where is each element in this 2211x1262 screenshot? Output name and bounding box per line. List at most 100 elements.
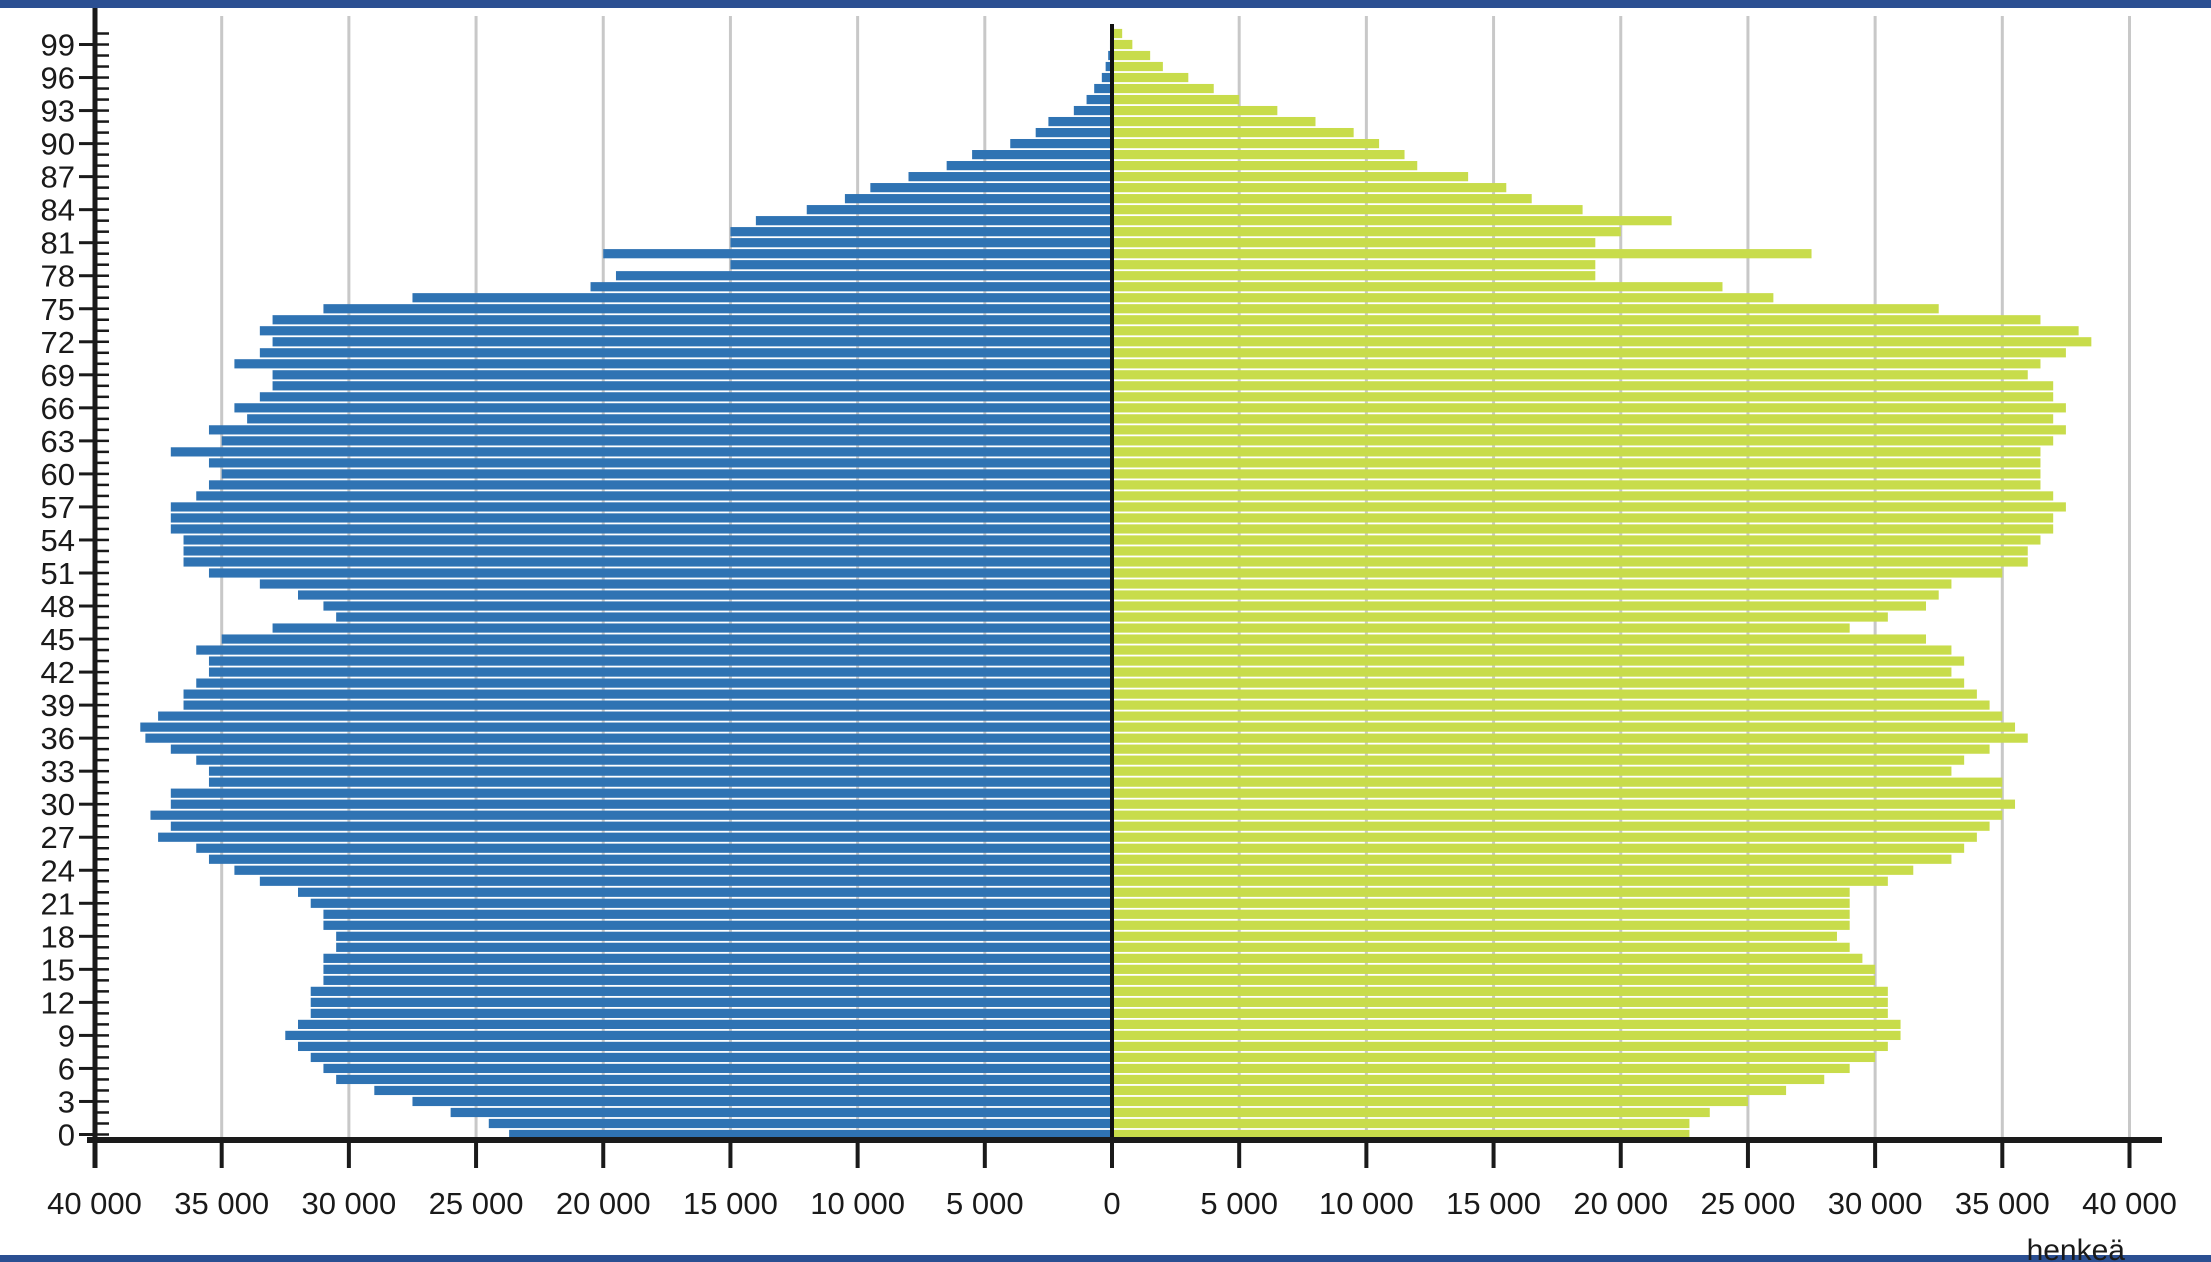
bar-right-age-87 (1112, 172, 1469, 182)
bar-left-age-60 (221, 469, 1112, 479)
bar-right-age-24 (1112, 865, 1914, 875)
bar-left-age-93 (1073, 105, 1112, 116)
x-tick-label: 35 000 (174, 1186, 269, 1221)
bar-left-age-66 (234, 403, 1112, 413)
y-tick-label: 90 (41, 127, 75, 162)
bar-left-age-50 (259, 579, 1112, 589)
bar-left-age-9 (285, 1030, 1112, 1041)
bar-left-age-86 (870, 183, 1112, 193)
bar-left-age-81 (730, 238, 1112, 248)
bar-right-age-73 (1112, 326, 2079, 336)
bar-left-age-2 (450, 1107, 1112, 1118)
bar-left-age-38 (158, 711, 1112, 721)
bar-left-age-69 (272, 370, 1112, 380)
bar-right-age-35 (1112, 744, 1990, 754)
bar-left-age-18 (336, 931, 1112, 941)
bar-left-age-95 (1094, 83, 1112, 94)
x-tick-label: 10 000 (1319, 1186, 1414, 1221)
bar-left-age-44 (196, 645, 1112, 655)
bar-left-age-48 (323, 601, 1112, 611)
bar-right-age-31 (1112, 788, 2003, 798)
x-tick-label: 5 000 (1200, 1186, 1278, 1221)
bar-left-age-90 (1010, 138, 1112, 149)
bar-left-age-80 (603, 249, 1112, 259)
bar-left-age-61 (208, 458, 1112, 468)
y-tick-label: 60 (41, 457, 75, 492)
bar-left-age-12 (310, 997, 1112, 1007)
bar-right-age-1 (1112, 1118, 1690, 1129)
bar-left-age-46 (272, 623, 1112, 633)
bar-right-age-25 (1112, 854, 1952, 864)
bar-right-age-77 (1112, 282, 1723, 292)
y-tick-label: 18 (41, 919, 75, 954)
bar-right-age-59 (1112, 480, 2041, 490)
x-tick-label: 40 000 (2082, 1186, 2177, 1221)
y-tick-label: 24 (41, 853, 75, 888)
bar-left-age-92 (1048, 116, 1112, 127)
bar-right-age-55 (1112, 524, 2054, 534)
bar-right-age-29 (1112, 810, 2003, 820)
bar-right-age-4 (1112, 1085, 1787, 1096)
bar-right-age-17 (1112, 942, 1850, 952)
bar-left-age-79 (730, 260, 1112, 270)
bar-left-age-97 (1105, 61, 1112, 72)
bar-right-age-58 (1112, 491, 2054, 501)
bar-right-age-42 (1112, 667, 1952, 677)
bar-right-age-90 (1112, 138, 1380, 149)
bar-left-age-32 (208, 777, 1112, 787)
bar-left-age-57 (170, 502, 1112, 512)
bar-right-age-85 (1112, 194, 1532, 204)
x-tick-label: 35 000 (1955, 1186, 2050, 1221)
bar-left-age-70 (234, 359, 1112, 369)
bar-right-age-75 (1112, 304, 1939, 314)
y-tick-label: 42 (41, 655, 75, 690)
bar-left-age-87 (908, 172, 1112, 182)
bar-left-age-78 (615, 271, 1112, 281)
x-unit-label: henkeä (2027, 1234, 2126, 1262)
bar-left-age-73 (259, 326, 1112, 336)
x-tick-label: 15 000 (1446, 1186, 1541, 1221)
bar-right-age-69 (1112, 370, 2028, 380)
bar-left-age-20 (323, 909, 1112, 919)
bar-right-age-76 (1112, 293, 1774, 303)
bar-left-age-1 (488, 1118, 1112, 1129)
top-frame-border (0, 0, 2211, 8)
bar-right-age-74 (1112, 315, 2041, 325)
y-tick-label: 48 (41, 589, 75, 624)
bar-left-age-37 (140, 722, 1113, 732)
bar-left-age-68 (272, 381, 1112, 391)
y-tick-label: 33 (41, 754, 75, 789)
bar-right-age-88 (1112, 161, 1418, 171)
y-tick-label: 12 (41, 985, 75, 1020)
bar-left-age-23 (259, 876, 1112, 886)
bar-right-age-3 (1112, 1096, 1748, 1107)
bar-right-age-32 (1112, 777, 2003, 787)
bar-right-age-80 (1112, 249, 1812, 259)
bar-right-age-40 (1112, 689, 1977, 699)
bar-right-age-97 (1112, 61, 1163, 72)
bar-right-age-21 (1112, 898, 1850, 908)
bar-left-age-28 (170, 821, 1112, 831)
bar-right-age-18 (1112, 931, 1837, 941)
grid-layer (220, 16, 2131, 1140)
x-tick-label: 25 000 (429, 1186, 524, 1221)
bar-right-age-49 (1112, 590, 1939, 600)
y-tick-label: 93 (41, 94, 75, 129)
bar-right-age-11 (1112, 1008, 1888, 1018)
bar-left-age-4 (374, 1085, 1112, 1096)
bar-right-age-9 (1112, 1030, 1901, 1041)
bar-left-age-7 (310, 1052, 1112, 1063)
bar-left-age-11 (310, 1008, 1112, 1018)
y-tick-label: 87 (41, 160, 75, 195)
bar-right-age-100 (1112, 28, 1123, 39)
bar-left-age-15 (323, 964, 1112, 974)
bar-right-age-0 (1112, 1129, 1690, 1140)
bar-left-age-72 (272, 337, 1112, 347)
bar-right-age-28 (1112, 821, 1990, 831)
bar-left-age-49 (298, 590, 1112, 600)
bar-left-age-36 (145, 733, 1112, 743)
axis-layer (79, 8, 2162, 1168)
bar-right-age-63 (1112, 436, 2054, 446)
bar-left-age-77 (590, 282, 1112, 292)
bar-right-age-83 (1112, 216, 1672, 226)
